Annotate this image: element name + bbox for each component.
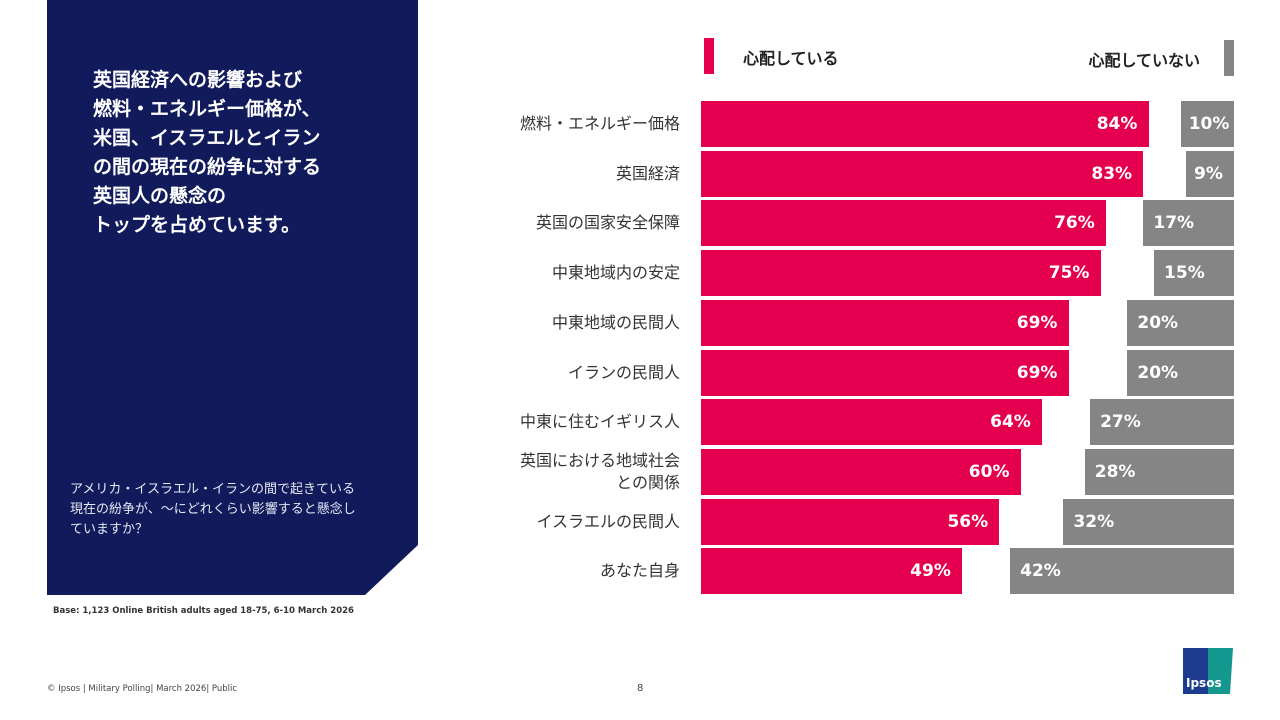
- bar-not-concerned: [1127, 349, 1234, 396]
- value-label-not-concerned: 9%: [1194, 163, 1223, 184]
- bar-not-concerned: [1090, 399, 1234, 446]
- bar-concerned: [701, 349, 1069, 396]
- bar-not-concerned: [1063, 498, 1234, 545]
- category-label: 英国経済: [615, 163, 680, 183]
- category-label: 燃料・エネルギー価格: [519, 114, 680, 133]
- value-label-concerned: 83%: [1091, 163, 1133, 184]
- value-label-not-concerned: 20%: [1137, 312, 1179, 333]
- bar-concerned: [701, 200, 1107, 247]
- value-label-concerned: 49%: [910, 561, 951, 582]
- bar-concerned: [701, 299, 1069, 346]
- value-label-not-concerned: 15%: [1164, 263, 1205, 284]
- bar-not-concerned: [1143, 200, 1234, 247]
- category-label: イスラエルの民間人: [536, 511, 680, 531]
- category-label: イランの民間人: [567, 362, 680, 382]
- value-label-not-concerned: 28%: [1094, 461, 1136, 482]
- bar-not-concerned: [1186, 150, 1234, 197]
- category-label: 中東に住むイギリス人: [519, 412, 680, 432]
- page-number: 8: [637, 683, 644, 694]
- title-panel: [47, 0, 418, 595]
- value-label-concerned: 75%: [1048, 263, 1090, 284]
- category-label: 中東地域内の安定: [551, 263, 680, 283]
- category-label: 英国の国家安全保障: [535, 213, 680, 233]
- bar-not-concerned: [1127, 299, 1234, 346]
- bar-concerned: [701, 150, 1144, 197]
- legend-not-concerned: 心配していない: [1088, 51, 1200, 70]
- category-label: 中東地域の民間人: [551, 312, 680, 332]
- logo-text: Ipsos: [1186, 676, 1222, 690]
- bar-concerned: [701, 101, 1149, 147]
- bar-concerned: [701, 250, 1101, 297]
- footer: © Ipsos | Military Polling| March 2026| …: [47, 684, 238, 694]
- value-label-concerned: 69%: [1016, 312, 1058, 333]
- bar-not-concerned: [1010, 548, 1234, 595]
- value-label-concerned: 60%: [968, 461, 1010, 482]
- bar-concerned: [701, 399, 1043, 446]
- category-label: 英国における地域社会 との関係: [519, 450, 680, 492]
- slide-title: 英国経済への影響および 燃料・エネルギー価格が、 米国、イスラエルとイラン の間…: [93, 69, 322, 236]
- ipsos-logo: Ipsos: [1183, 648, 1233, 694]
- category-label: あなた自身: [599, 561, 680, 581]
- value-label-concerned: 56%: [947, 511, 989, 532]
- bar-not-concerned: [1154, 250, 1234, 297]
- value-label-not-concerned: 20%: [1137, 362, 1179, 383]
- value-label-not-concerned: 32%: [1073, 511, 1115, 532]
- legend-concerned: 心配している: [743, 49, 839, 68]
- value-label-concerned: 64%: [990, 412, 1031, 433]
- bar-not-concerned: [1084, 448, 1234, 495]
- value-label-not-concerned: 42%: [1020, 561, 1061, 582]
- value-label-concerned: 76%: [1054, 213, 1095, 234]
- legend-marker-not-concerned: [1224, 40, 1234, 76]
- survey-question: アメリカ・イスラエル・イランの間で起きている現在の紛争が、〜にどれくらい影響する…: [70, 482, 356, 537]
- value-label-not-concerned: 17%: [1153, 213, 1195, 234]
- bar-concerned: [701, 498, 1000, 545]
- bar-concerned: [701, 448, 1021, 495]
- bar-not-concerned: [1180, 101, 1234, 147]
- base-note: Base: 1,123 Online British adults aged 1…: [53, 606, 354, 616]
- value-label-not-concerned: 27%: [1100, 412, 1141, 433]
- value-label-concerned: 69%: [1016, 362, 1058, 383]
- value-label-not-concerned: 10%: [1188, 114, 1230, 134]
- bar-concerned: [701, 548, 963, 595]
- value-label-concerned: 84%: [1096, 114, 1138, 134]
- legend-marker-concerned: [704, 38, 714, 74]
